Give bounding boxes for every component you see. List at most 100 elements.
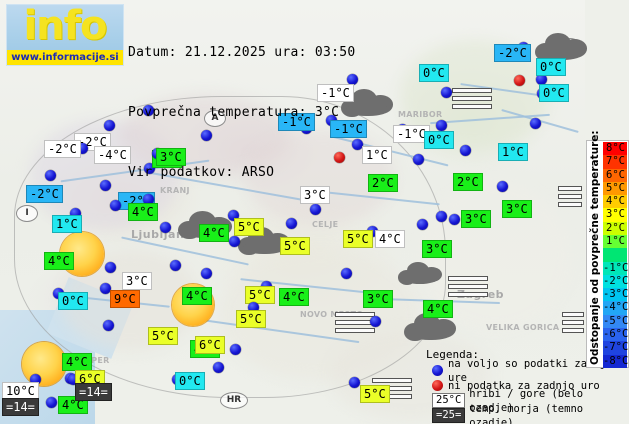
station-dot[interactable] bbox=[45, 170, 56, 181]
station-dot-no-data[interactable] bbox=[334, 152, 345, 163]
temperature-label: 3°C bbox=[300, 186, 330, 204]
station-dot[interactable] bbox=[413, 154, 424, 165]
station-dot[interactable] bbox=[160, 222, 171, 233]
station-dot[interactable] bbox=[441, 87, 452, 98]
header-date-time: Datum: 21.12.2025 ura: 03:50 bbox=[128, 45, 356, 60]
temperature-label: 4°C bbox=[62, 353, 92, 371]
temperature-label: 3°C bbox=[422, 240, 452, 258]
fog-icon bbox=[452, 88, 492, 109]
station-dot[interactable] bbox=[103, 320, 114, 331]
station-dot[interactable] bbox=[68, 374, 79, 385]
legend-sea-chip: =25= bbox=[432, 408, 466, 423]
cloud-icon bbox=[398, 260, 442, 285]
temperature-label: -1°C bbox=[330, 120, 367, 138]
legend-rows: na voljo so podatki zadnje ure ni podatka… bbox=[426, 358, 629, 424]
station-dot-no-data[interactable] bbox=[514, 75, 525, 86]
temperature-label: 10°C bbox=[2, 382, 39, 400]
station-dot[interactable] bbox=[144, 163, 155, 174]
city-label: KOPER bbox=[78, 356, 110, 365]
temperature-label: 4°C bbox=[279, 288, 309, 306]
scale-step: 2°C bbox=[603, 221, 627, 235]
station-dot[interactable] bbox=[143, 194, 154, 205]
station-dot[interactable] bbox=[170, 260, 181, 271]
station-dot[interactable] bbox=[143, 105, 154, 116]
site-logo[interactable]: info www.informacije.si bbox=[6, 4, 124, 66]
scale-color-bar: 8°C 7°C 6°C 5°C 4°C 3°C 2°C 1°C -1°C -2°C -3°C -4°C… bbox=[603, 142, 629, 368]
legend-item-text: temp. morja (temno ozadje) bbox=[469, 402, 584, 424]
station-dot[interactable] bbox=[213, 362, 224, 373]
station-dot[interactable] bbox=[436, 120, 447, 131]
station-dot[interactable] bbox=[286, 218, 297, 229]
station-dot[interactable] bbox=[530, 118, 541, 129]
sea-temperature-label: =14= bbox=[2, 398, 39, 416]
station-dot[interactable] bbox=[110, 200, 121, 211]
scale-step bbox=[603, 248, 627, 262]
temperature-label: 0°C bbox=[58, 292, 88, 310]
temperature-label: 9°C bbox=[110, 290, 140, 308]
country-code-i: I bbox=[16, 205, 38, 222]
temperature-label: 3°C bbox=[363, 290, 393, 308]
scale-step: 4°C bbox=[603, 195, 627, 209]
city-label: CELJE bbox=[312, 220, 339, 229]
station-dot[interactable] bbox=[347, 74, 358, 85]
station-dot[interactable] bbox=[104, 120, 115, 131]
fog-icon bbox=[562, 312, 584, 333]
legend-red-dot-icon bbox=[432, 380, 443, 391]
temperature-label: 5°C bbox=[234, 218, 264, 236]
station-dot[interactable] bbox=[436, 211, 447, 222]
station-dot[interactable] bbox=[352, 139, 363, 150]
station-dot[interactable] bbox=[341, 268, 352, 279]
scale-step: 5°C bbox=[603, 181, 627, 196]
country-code-a: A bbox=[204, 110, 226, 127]
temperature-label: 0°C bbox=[424, 131, 454, 149]
station-dot[interactable] bbox=[70, 208, 81, 219]
fog-icon bbox=[335, 312, 375, 333]
station-dot[interactable] bbox=[229, 236, 240, 247]
header-average-temperature: Povprečna temperatura: 3°C bbox=[128, 105, 340, 120]
station-dot[interactable] bbox=[201, 130, 212, 141]
temperature-label: 0°C bbox=[539, 84, 569, 102]
city-label: KRANJ bbox=[160, 186, 190, 195]
station-dot[interactable] bbox=[417, 219, 428, 230]
scale-step: 3°C bbox=[603, 208, 627, 222]
station-dot[interactable] bbox=[536, 74, 547, 85]
city-label: NOVO MESTO bbox=[300, 310, 364, 319]
station-dot[interactable] bbox=[370, 316, 381, 327]
legend-item: =25= temp. morja (temno ozadje) bbox=[426, 403, 629, 424]
temperature-label: 1°C bbox=[52, 215, 82, 233]
station-dot[interactable] bbox=[310, 204, 321, 215]
station-dot[interactable] bbox=[228, 210, 239, 221]
country-code-hr: HR bbox=[220, 392, 248, 409]
station-dot[interactable] bbox=[349, 377, 360, 388]
cloud-icon bbox=[238, 224, 290, 256]
temperature-label: 1°C bbox=[498, 143, 528, 161]
station-dot[interactable] bbox=[100, 180, 111, 191]
temperature-label: -2°C bbox=[494, 44, 531, 62]
scale-step: -3°C bbox=[603, 288, 629, 302]
legend-mountain-chip: 25°C bbox=[432, 393, 466, 408]
station-dot[interactable] bbox=[497, 181, 508, 192]
station-dot[interactable] bbox=[449, 214, 460, 225]
sea-temperature-label: =14= bbox=[75, 383, 112, 401]
legend-item-text: hribi / gore (belo ozadje) bbox=[469, 387, 584, 414]
scale-step: -5°C bbox=[603, 314, 629, 328]
temperature-label: -2°C bbox=[26, 185, 63, 203]
scale-step: 6°C bbox=[603, 168, 627, 182]
temperature-label: 3°C bbox=[461, 210, 491, 228]
legend-item-text: ni podatka za zadnjo uro bbox=[448, 379, 600, 392]
station-dot[interactable] bbox=[248, 302, 259, 313]
cloud-icon bbox=[404, 310, 456, 342]
station-dot[interactable] bbox=[77, 143, 88, 154]
station-dot[interactable] bbox=[230, 344, 241, 355]
legend-item: na voljo so podatki zadnje ure bbox=[426, 358, 629, 384]
station-dot[interactable] bbox=[100, 283, 111, 294]
station-dot[interactable] bbox=[201, 268, 212, 279]
scale-step: -4°C bbox=[603, 301, 629, 315]
station-dot[interactable] bbox=[105, 262, 116, 273]
temperature-deviation-scale: Odstopanje od povprečne temperature: 8°C… bbox=[586, 130, 629, 368]
station-dot[interactable] bbox=[30, 374, 41, 385]
temperature-label: 3°C bbox=[122, 272, 152, 290]
legend-item: ni podatka za zadnjo uro bbox=[426, 378, 629, 393]
station-dot[interactable] bbox=[46, 397, 57, 408]
station-dot[interactable] bbox=[460, 145, 471, 156]
